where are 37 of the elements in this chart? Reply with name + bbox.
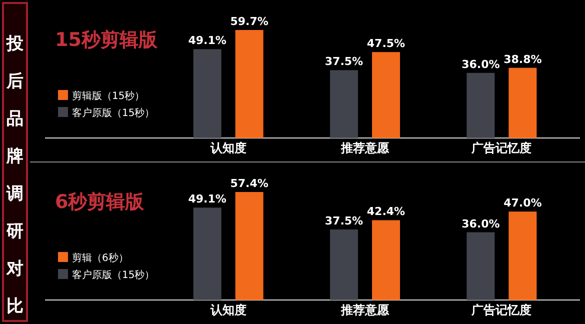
data-label: 59.7% <box>230 15 268 28</box>
bar <box>193 208 222 300</box>
bar <box>508 212 537 300</box>
data-label: 47.0% <box>504 196 542 210</box>
data-label: 37.5% <box>324 214 364 228</box>
legend-label: 剪辑（6秒） <box>72 252 128 264</box>
bar <box>235 30 264 138</box>
legend-label: 剪辑版（15秒） <box>72 90 145 102</box>
data-label: 36.0% <box>462 217 500 230</box>
text: 投后品牌调研对比 <box>6 34 24 316</box>
x-tick-label: 推荐意愿 <box>340 141 390 155</box>
data-label: 37.5% <box>324 55 364 68</box>
bar <box>330 229 358 300</box>
chart-title: 6秒剪辑版 <box>55 191 146 213</box>
data-label: 36.0% <box>462 58 500 71</box>
bar <box>193 49 222 138</box>
x-tick-label: 推荐意愿 <box>340 303 390 317</box>
x-tick-label: 广告记忆度 <box>470 141 532 155</box>
data-label: 42.4% <box>366 205 406 218</box>
bar <box>508 68 537 138</box>
data-label: 49.1% <box>188 192 226 206</box>
x-tick-label: 广告记忆度 <box>470 303 532 317</box>
data-label: 49.1% <box>188 34 226 48</box>
data-label: 57.4% <box>230 177 268 190</box>
x-tick-label: 认知度 <box>209 141 246 155</box>
bar <box>235 192 264 300</box>
bar <box>372 220 400 300</box>
bar <box>466 232 495 300</box>
data-label: 38.8% <box>504 52 542 66</box>
bar <box>466 72 495 138</box>
legend-label: 客户原版（15秒） <box>72 269 155 281</box>
chart-title: 15秒剪辑版 <box>55 29 158 51</box>
bar <box>372 52 400 138</box>
x-tick-label: 认知度 <box>209 303 246 317</box>
legend-label: 客户原版（15秒） <box>72 107 155 119</box>
data-label: 47.5% <box>366 37 406 50</box>
bar <box>330 70 358 138</box>
